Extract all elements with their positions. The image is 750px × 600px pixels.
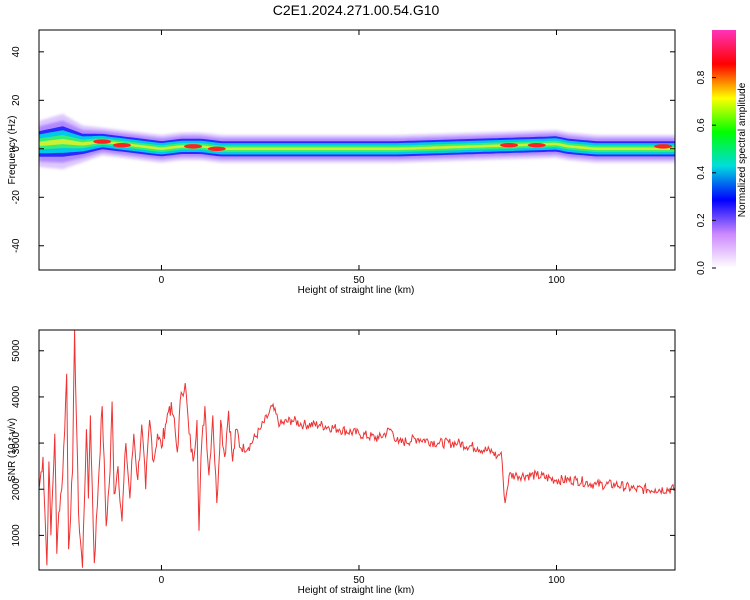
spectrogram-y-tick-label: 0 bbox=[11, 146, 22, 152]
spectrogram-peak bbox=[207, 146, 226, 151]
spectrogram-peak bbox=[654, 144, 673, 149]
snr-ylabel: SNR (10 * v/v) bbox=[7, 418, 18, 482]
spectrogram-xlabel: Height of straight line (km) bbox=[298, 285, 415, 296]
colorbar-tick-label: 0.2 bbox=[696, 213, 707, 227]
colorbar-gradient bbox=[712, 30, 736, 268]
snr-y-tick-label: 5000 bbox=[11, 339, 22, 362]
snr-plot-area bbox=[39, 330, 675, 570]
spectrogram-frame bbox=[38, 29, 676, 271]
snr-y-tick-label: 4000 bbox=[11, 385, 22, 408]
figure-title: C2E1.2024.271.00.54.G10 bbox=[273, 2, 440, 18]
snr-x-tick-label: 100 bbox=[548, 575, 565, 586]
snr-xlabel: Height of straight line (km) bbox=[298, 585, 415, 596]
spectrogram-ylabel: Frequency (Hz) bbox=[7, 116, 18, 185]
spectrogram-peak bbox=[112, 142, 131, 148]
spectrogram-peak bbox=[527, 142, 546, 148]
spectrogram-x-tick-label: 50 bbox=[353, 275, 365, 286]
spectrogram-y-tick-label: 40 bbox=[11, 46, 22, 58]
spectrogram-x-tick-label: 0 bbox=[159, 275, 165, 286]
colorbar-tick-label: 0.0 bbox=[696, 261, 707, 275]
spectrogram-ticks: 0 50 100 -40 -20 0 20 40 bbox=[11, 30, 675, 286]
colorbar-ticks: 0.0 0.2 0.4 0.6 0.8 bbox=[696, 70, 716, 275]
spectrogram-heat bbox=[39, 114, 675, 170]
snr-y-tick-label: 1000 bbox=[11, 524, 22, 547]
spectrogram-y-tick-label: -20 bbox=[11, 190, 22, 205]
spectrogram-panel: 0 50 100 -40 -20 0 20 40 Height of straight lin… bbox=[7, 29, 676, 296]
spectrogram-y-tick-label: -40 bbox=[11, 238, 22, 253]
colorbar-label: Normalized spectral amplitude bbox=[737, 82, 748, 217]
colorbar-tick-label: 0.4 bbox=[696, 165, 707, 179]
snr-x-tick-label: 50 bbox=[353, 575, 365, 586]
snr-y-tick-label: 3000 bbox=[11, 432, 22, 455]
spectrogram-peak bbox=[93, 139, 112, 144]
colorbar: 0.0 0.2 0.4 0.6 0.8 Normalized spectral ampl… bbox=[696, 30, 748, 275]
colorbar-tick-label: 0.8 bbox=[696, 70, 707, 84]
snr-x-tick-label: 0 bbox=[159, 575, 165, 586]
snr-y-tick-label: 2000 bbox=[11, 478, 22, 501]
snr-ticks: 0 50 100 1000 2000 3000 4000 5000 bbox=[11, 330, 675, 586]
spectrogram-y-tick-label: 20 bbox=[11, 94, 22, 106]
spectrogram-peak bbox=[500, 142, 519, 148]
spectrogram-peak bbox=[184, 144, 203, 149]
snr-frame bbox=[38, 329, 676, 571]
colorbar-tick-label: 0.6 bbox=[696, 118, 707, 132]
snr-panel: 0 50 100 1000 2000 3000 4000 5000 Height of str… bbox=[7, 329, 676, 596]
snr-line bbox=[39, 330, 675, 568]
spectrogram-x-tick-label: 100 bbox=[548, 275, 565, 286]
